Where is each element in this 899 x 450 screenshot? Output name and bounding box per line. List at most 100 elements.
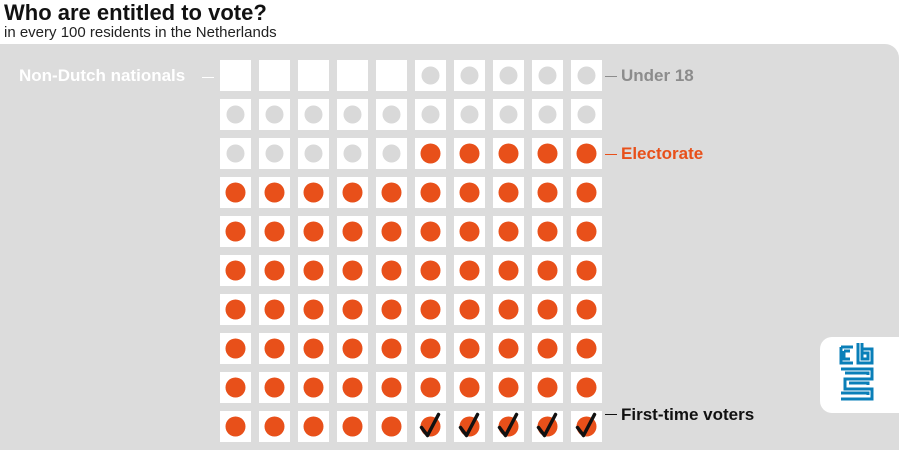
electorate-dot xyxy=(303,260,324,281)
electorate-dot xyxy=(576,299,597,320)
electorate-dot xyxy=(498,338,519,359)
under-18-dot xyxy=(460,66,479,85)
under-18-dot xyxy=(343,144,362,163)
electorate-dot xyxy=(225,416,246,437)
logo-container xyxy=(820,337,899,413)
electorate-dot xyxy=(576,182,597,203)
electorate-dot xyxy=(225,221,246,242)
electorate-dot xyxy=(537,182,558,203)
electorate-dot xyxy=(381,221,402,242)
electorate-dot xyxy=(498,377,519,398)
electorate-dot xyxy=(459,260,480,281)
electorate-dot xyxy=(225,182,246,203)
electorate-dot xyxy=(459,299,480,320)
electorate-dot xyxy=(576,143,597,164)
electorate-dot xyxy=(303,377,324,398)
first-time-check-icon xyxy=(536,412,558,438)
grid-cell xyxy=(376,60,407,91)
electorate-dot xyxy=(225,260,246,281)
electorate-dot xyxy=(264,416,285,437)
electorate-leader xyxy=(605,154,617,155)
electorate-dot xyxy=(459,221,480,242)
under-18-dot xyxy=(304,144,323,163)
electorate-dot xyxy=(264,221,285,242)
electorate-dot xyxy=(381,338,402,359)
electorate-dot xyxy=(342,416,363,437)
electorate-dot xyxy=(303,416,324,437)
electorate-dot xyxy=(342,221,363,242)
cbs-logo-icon xyxy=(839,343,874,401)
electorate-dot xyxy=(420,377,441,398)
electorate-dot xyxy=(459,143,480,164)
electorate-dot xyxy=(576,377,597,398)
electorate-dot xyxy=(498,260,519,281)
electorate-dot xyxy=(342,182,363,203)
electorate-dot xyxy=(498,299,519,320)
legend-first-time-label: First-time voters xyxy=(621,405,755,424)
under-18-dot xyxy=(460,105,479,124)
electorate-dot xyxy=(498,221,519,242)
electorate-dot xyxy=(264,377,285,398)
electorate-dot xyxy=(459,377,480,398)
electorate-dot xyxy=(537,143,558,164)
first-time-check-icon xyxy=(575,412,597,438)
under-18-dot xyxy=(343,105,362,124)
under-18-dot xyxy=(499,66,518,85)
electorate-dot xyxy=(381,416,402,437)
electorate-dot xyxy=(342,260,363,281)
electorate-dot xyxy=(225,377,246,398)
under-18-dot xyxy=(382,144,401,163)
electorate-dot xyxy=(225,338,246,359)
electorate-dot xyxy=(303,299,324,320)
first-time-leader xyxy=(605,414,617,415)
chart-panel xyxy=(0,44,899,450)
electorate-dot xyxy=(381,299,402,320)
under-18-dot xyxy=(421,66,440,85)
under-18-dot xyxy=(499,105,518,124)
electorate-dot xyxy=(342,299,363,320)
grid-cell xyxy=(298,60,329,91)
electorate-dot xyxy=(420,143,441,164)
electorate-dot xyxy=(420,221,441,242)
electorate-dot xyxy=(459,338,480,359)
electorate-dot xyxy=(225,299,246,320)
under-18-dot xyxy=(304,105,323,124)
electorate-dot xyxy=(576,338,597,359)
electorate-dot xyxy=(264,260,285,281)
under-18-dot xyxy=(265,105,284,124)
under-18-dot xyxy=(538,66,557,85)
electorate-dot xyxy=(576,221,597,242)
under-18-dot xyxy=(421,105,440,124)
electorate-dot xyxy=(498,182,519,203)
grid-cell xyxy=(220,60,251,91)
under-18-dot xyxy=(226,144,245,163)
electorate-dot xyxy=(342,338,363,359)
chart-subtitle: in every 100 residents in the Netherland… xyxy=(4,24,277,41)
electorate-dot xyxy=(381,377,402,398)
electorate-dot xyxy=(381,260,402,281)
electorate-dot xyxy=(264,338,285,359)
under-18-leader xyxy=(605,76,617,77)
electorate-dot xyxy=(264,299,285,320)
electorate-dot xyxy=(264,182,285,203)
electorate-dot xyxy=(498,143,519,164)
legend-electorate-label: Electorate xyxy=(621,144,704,163)
legend-under-18-label: Under 18 xyxy=(621,66,694,85)
legend-non-dutch-label: Non-Dutch nationals xyxy=(19,66,186,85)
electorate-dot xyxy=(303,221,324,242)
grid-cell xyxy=(337,60,368,91)
electorate-dot xyxy=(342,377,363,398)
under-18-dot xyxy=(577,66,596,85)
non-dutch-leader xyxy=(202,77,214,78)
first-time-check-icon xyxy=(497,412,519,438)
electorate-dot xyxy=(537,338,558,359)
electorate-dot xyxy=(303,338,324,359)
electorate-dot xyxy=(420,299,441,320)
under-18-dot xyxy=(265,144,284,163)
first-time-check-icon xyxy=(458,412,480,438)
under-18-dot xyxy=(382,105,401,124)
electorate-dot xyxy=(537,299,558,320)
electorate-dot xyxy=(420,182,441,203)
electorate-dot xyxy=(303,182,324,203)
